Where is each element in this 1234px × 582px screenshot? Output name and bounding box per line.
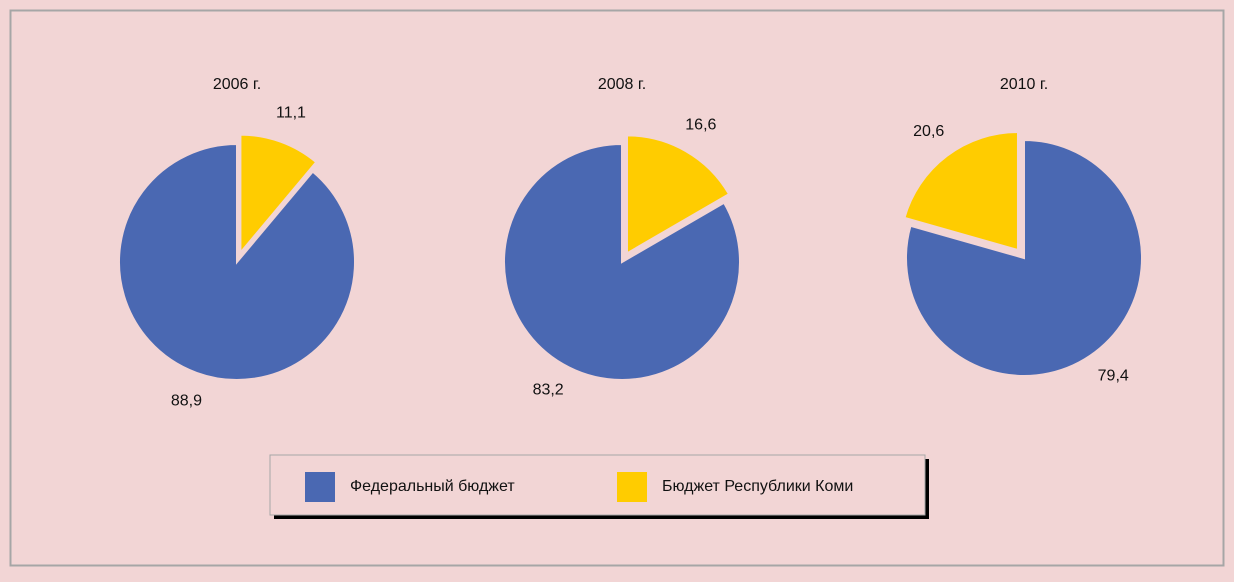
pie-slice — [503, 142, 741, 381]
legend-label: Федеральный бюджет — [350, 478, 515, 495]
chart-title: 2006 г. — [213, 76, 261, 93]
legend-swatch — [617, 472, 647, 502]
legend-swatch — [305, 472, 335, 502]
data-label: 88,9 — [171, 392, 202, 409]
data-label: 16,6 — [685, 116, 716, 133]
legend — [269, 454, 926, 516]
legend-label: Бюджет Республики Коми — [662, 478, 853, 495]
data-label: 83,2 — [533, 381, 564, 398]
data-label: 20,6 — [913, 123, 944, 140]
frame — [9, 9, 1225, 567]
chart-title: 2008 г. — [598, 76, 646, 93]
pie-slice — [118, 142, 356, 381]
pie-slice — [625, 134, 731, 256]
pie-slice — [239, 133, 318, 256]
data-label: 79,4 — [1098, 367, 1129, 384]
chart-title: 2010 г. — [1000, 76, 1048, 93]
data-label: 11,1 — [276, 105, 306, 122]
pie-slice — [905, 138, 1143, 377]
pie-slice — [903, 131, 1019, 252]
